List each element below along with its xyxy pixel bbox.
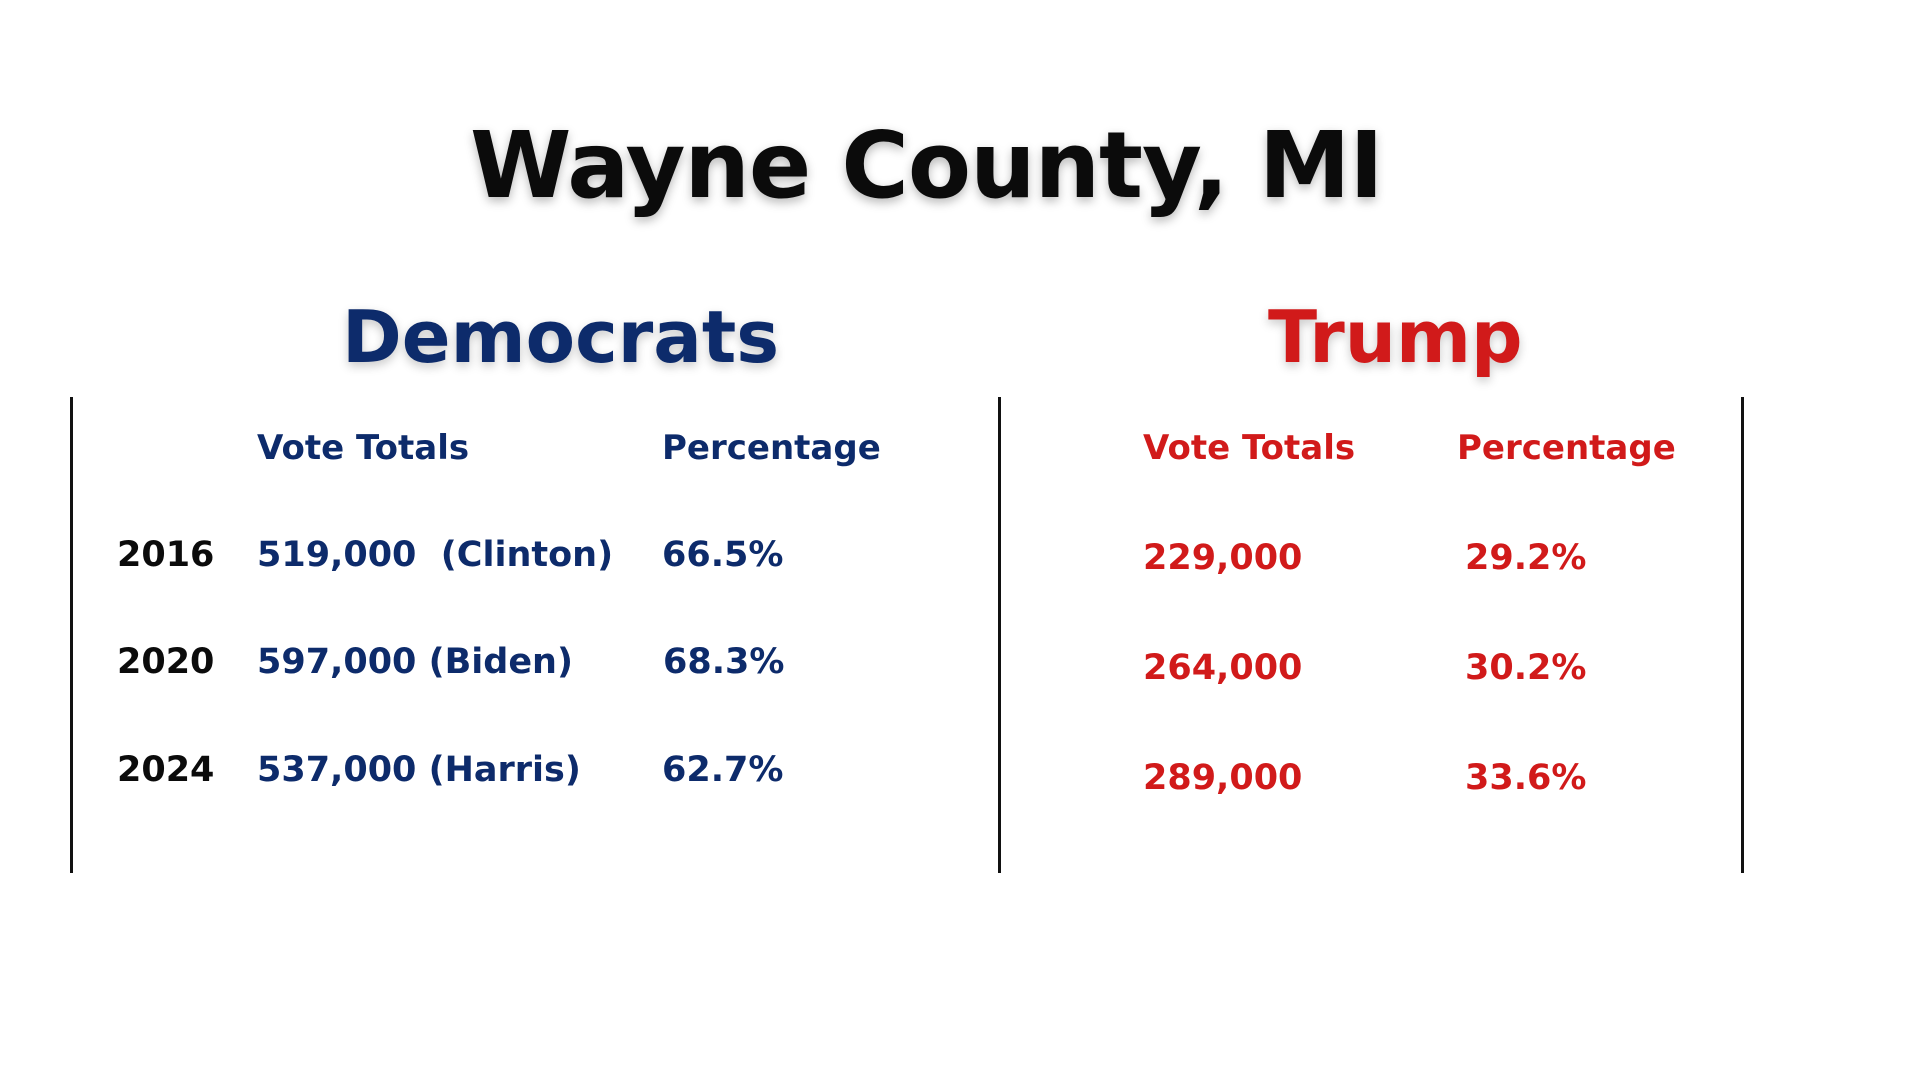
dem-pct-2020: 68.3% xyxy=(663,642,785,682)
trump-votes-2016: 229,000 xyxy=(1143,538,1303,578)
left-divider xyxy=(70,397,73,873)
year-2024: 2024 xyxy=(117,750,215,790)
trump-pct-2020: 30.2% xyxy=(1465,648,1587,688)
dem-vote-totals-header: Vote Totals xyxy=(257,428,470,468)
trump-vote-totals-header: Vote Totals xyxy=(1143,428,1356,468)
trump-votes-2020: 264,000 xyxy=(1143,648,1303,688)
dem-pct-2024: 62.7% xyxy=(662,750,784,790)
trump-votes-2024: 289,000 xyxy=(1143,758,1303,798)
trump-percentage-header: Percentage xyxy=(1457,428,1676,468)
center-divider xyxy=(998,397,1001,873)
page-title: Wayne County, MI xyxy=(470,112,1384,219)
trump-pct-2016: 29.2% xyxy=(1465,538,1587,578)
right-divider xyxy=(1741,397,1744,873)
dem-percentage-header: Percentage xyxy=(662,428,881,468)
dem-votes-2016: 519,000 (Clinton) xyxy=(257,535,614,575)
dem-votes-2024: 537,000 (Harris) xyxy=(257,750,581,790)
dem-votes-2020: 597,000 (Biden) xyxy=(257,642,573,682)
year-2020: 2020 xyxy=(117,642,215,682)
dem-pct-2016: 66.5% xyxy=(662,535,784,575)
year-2016: 2016 xyxy=(117,535,215,575)
trump-heading: Trump xyxy=(1268,295,1523,379)
trump-pct-2024: 33.6% xyxy=(1465,758,1587,798)
democrats-heading: Democrats xyxy=(342,295,780,379)
